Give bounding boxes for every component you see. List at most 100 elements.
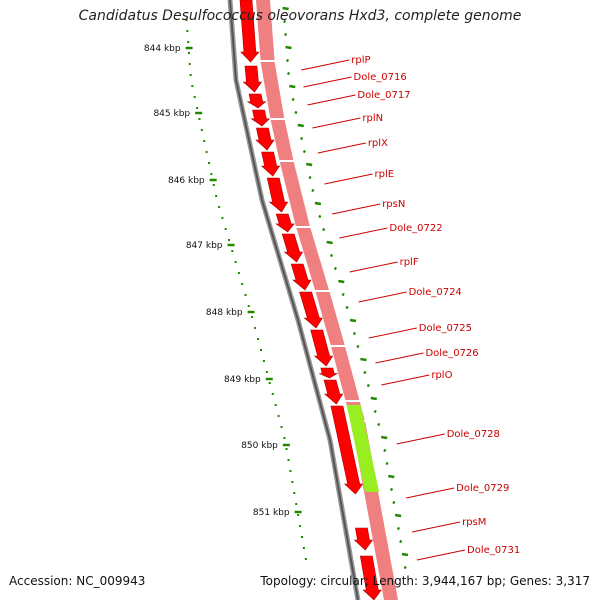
- cds-arrow: [239, 0, 260, 63]
- cds-track-segment: [270, 120, 294, 160]
- leader-line: [416, 549, 466, 561]
- backbone-line: [227, 0, 361, 600]
- dash-mark: [373, 409, 377, 414]
- scale-label: 850 kbp: [241, 441, 278, 451]
- dash-mark: [305, 162, 313, 167]
- cds-track-segment: [296, 228, 329, 290]
- leader-line: [324, 173, 373, 185]
- highlighted-gene: [346, 405, 380, 492]
- scale-dot: [189, 74, 192, 76]
- dash-mark: [392, 500, 396, 505]
- cds-arrow: [250, 109, 271, 127]
- scale-dot: [251, 316, 254, 318]
- scale-dot: [203, 140, 206, 142]
- cds-arrow: [359, 555, 382, 600]
- leader-line: [339, 227, 388, 239]
- dash-mark: [352, 331, 357, 336]
- scale-ticks: [185, 46, 302, 514]
- gene-label: rpsN: [382, 199, 405, 210]
- cds-arrow: [281, 233, 304, 263]
- cds-arrow: [330, 405, 364, 495]
- backbone-core: [229, 0, 359, 600]
- dash-mark: [286, 71, 291, 76]
- scale-dot: [241, 283, 244, 285]
- scale-dot: [187, 52, 190, 54]
- cds-arrow: [246, 93, 267, 109]
- dash-mark: [360, 357, 367, 362]
- scale-dot: [221, 217, 224, 219]
- cds-track-segment: [260, 62, 285, 118]
- scale-dotted-line: [185, 19, 307, 560]
- scale-dot: [260, 349, 262, 351]
- dash-mark: [366, 383, 370, 388]
- cds-track: [256, 0, 398, 600]
- scale-label: 844 kbp: [144, 44, 181, 54]
- gc-dash-track: [282, 6, 409, 570]
- genome-backbone: [227, 0, 361, 600]
- cds-arrow: [310, 329, 334, 367]
- scale-dot: [200, 129, 203, 131]
- dash-mark: [363, 370, 367, 375]
- scale-dot: [283, 437, 286, 439]
- dash-mark: [311, 188, 315, 193]
- leader-line: [312, 117, 361, 129]
- leader-line: [349, 261, 398, 273]
- dash-mark: [341, 292, 345, 297]
- scale-dot: [205, 151, 208, 153]
- cds-arrow: [242, 65, 263, 93]
- gene-label: rplN: [362, 113, 383, 124]
- leader-line: [301, 59, 350, 71]
- cds-arrow: [255, 127, 275, 151]
- dash-mark: [282, 6, 289, 11]
- gene-label: rplE: [375, 169, 395, 180]
- scale-dot: [300, 536, 303, 538]
- dash-mark: [383, 448, 387, 453]
- dash-mark: [377, 422, 381, 427]
- scale-dot: [285, 448, 288, 450]
- leader-line: [332, 203, 381, 215]
- dash-mark: [283, 19, 287, 24]
- dash-mark: [401, 552, 409, 557]
- scale-dot: [262, 360, 265, 362]
- scale-dot: [302, 547, 305, 549]
- gene-label: Dole_0716: [354, 72, 407, 83]
- scale-dot: [244, 294, 247, 296]
- leader-line: [303, 76, 352, 88]
- scale-dot: [234, 261, 237, 263]
- scale-label: 845 kbp: [153, 109, 190, 119]
- cds-arrow: [323, 379, 344, 405]
- dash-mark: [302, 149, 306, 154]
- scale-dot: [198, 118, 201, 120]
- dash-mark: [289, 84, 296, 89]
- map-title: Candidatus Desulfococcus oleovorans Hxd3…: [78, 8, 522, 24]
- dash-mark: [345, 305, 349, 310]
- dash-mark: [285, 45, 292, 50]
- gene-label: rplF: [400, 257, 419, 268]
- scale-dot: [297, 514, 300, 516]
- scale-dot: [254, 327, 257, 329]
- dash-mark: [283, 32, 288, 37]
- dash-mark: [329, 253, 334, 258]
- scale-dot: [207, 162, 210, 164]
- leader-line: [411, 521, 461, 533]
- scale-dot: [289, 470, 292, 472]
- cds-track-segment: [331, 347, 360, 400]
- dash-mark: [338, 279, 345, 284]
- scale-dot: [237, 272, 240, 274]
- dash-mark: [370, 396, 378, 401]
- scale-dot: [274, 404, 277, 406]
- leader-line: [307, 94, 356, 106]
- dash-mark: [394, 513, 402, 518]
- dash-mark: [308, 175, 312, 180]
- cds-arrow: [353, 527, 374, 551]
- dash-mark: [403, 565, 407, 570]
- scale-dot: [280, 426, 283, 428]
- scale-dot: [212, 184, 215, 186]
- scale-dot: [188, 63, 191, 65]
- gene-label: rplX: [368, 138, 388, 149]
- accession-text: Accession: NC_009943: [9, 574, 146, 588]
- dash-mark: [356, 344, 360, 349]
- dash-mark: [388, 474, 395, 479]
- dash-mark: [322, 227, 326, 232]
